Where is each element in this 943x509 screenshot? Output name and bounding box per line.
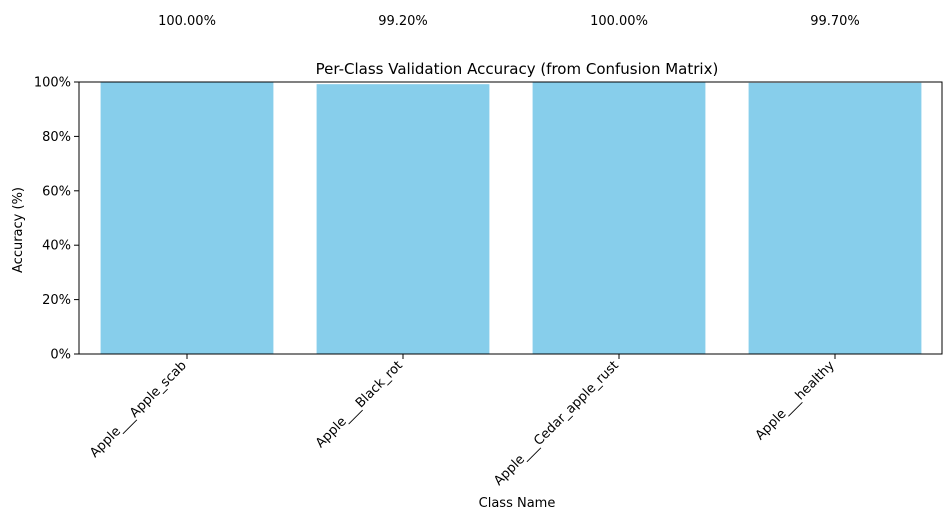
y-tick-label: 0% bbox=[50, 348, 71, 363]
chart-title: Per-Class Validation Accuracy (from Conf… bbox=[316, 60, 719, 78]
bars-layer bbox=[100, 82, 922, 355]
bar bbox=[316, 84, 490, 355]
x-tick-label: Apple___healthy bbox=[753, 358, 838, 443]
bar bbox=[100, 82, 274, 354]
y-axis-label: Accuracy (%) bbox=[11, 187, 26, 273]
data-label: 100.00% bbox=[590, 14, 648, 29]
y-tick-label: 20% bbox=[42, 293, 71, 308]
x-tick-label: Apple___Cedar_apple_rust bbox=[491, 358, 622, 489]
plot-frame bbox=[78, 81, 943, 355]
y-tick-label: 100% bbox=[34, 76, 71, 91]
data-label: 99.20% bbox=[378, 14, 428, 29]
bar bbox=[748, 82, 922, 354]
x-axis-label: Class Name bbox=[479, 496, 556, 509]
y-tick-label: 60% bbox=[42, 184, 71, 199]
bar bbox=[532, 82, 706, 354]
y-tick-label: 40% bbox=[42, 239, 71, 254]
x-tick-label: Apple___Black_rot bbox=[313, 358, 406, 451]
data-label: 99.70% bbox=[810, 14, 860, 29]
data-label: 100.00% bbox=[158, 14, 216, 29]
y-tick-label: 80% bbox=[42, 130, 71, 145]
axes-layer bbox=[74, 81, 943, 359]
x-tick-label: Apple___Apple_scab bbox=[87, 358, 190, 461]
